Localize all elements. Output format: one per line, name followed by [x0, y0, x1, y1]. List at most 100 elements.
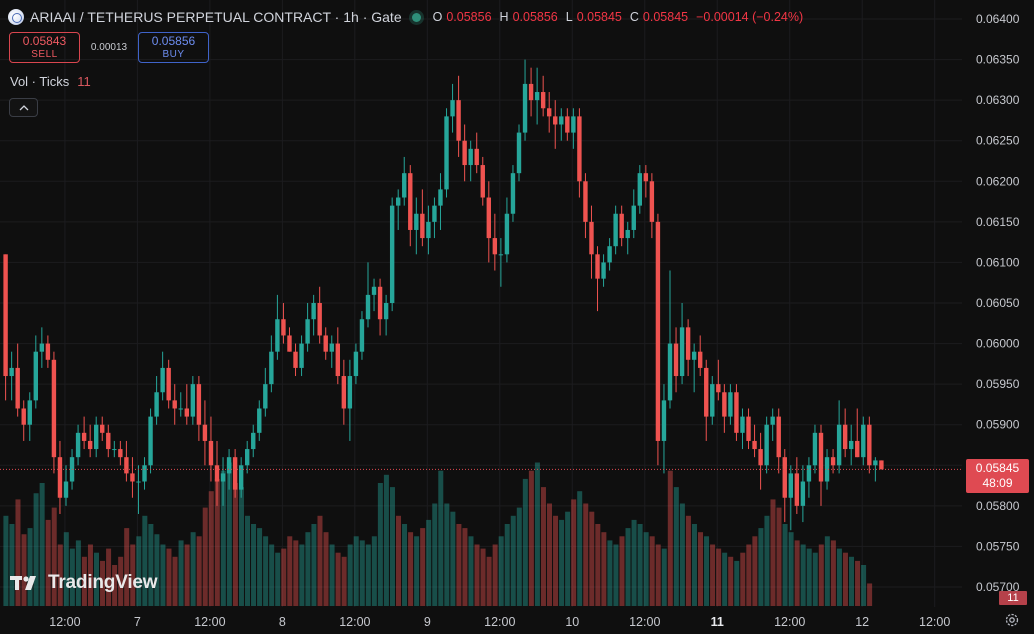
volume-bar	[782, 524, 788, 606]
buy-button[interactable]: 0.05856 BUY	[138, 32, 209, 63]
candle	[589, 205, 594, 279]
volume-bar	[220, 470, 226, 606]
candle-body	[365, 294, 371, 320]
volume-bar	[679, 503, 685, 606]
volume-bar	[842, 552, 848, 606]
candle-body	[9, 367, 14, 377]
candle-body	[716, 384, 721, 393]
candle	[782, 449, 787, 523]
candle-body	[855, 440, 860, 458]
candle-body	[474, 148, 479, 166]
volume-bar	[172, 556, 178, 606]
volume-bar	[432, 503, 438, 606]
candle-body	[631, 205, 636, 230]
candle-body	[836, 424, 842, 466]
candle	[812, 424, 818, 474]
price-tick-label: 0.06150	[976, 215, 1020, 229]
candle-body	[420, 213, 425, 239]
volume-indicator-legend[interactable]: Vol · Ticks 11	[10, 74, 91, 89]
volume-bar	[516, 507, 522, 606]
ohlc-legend: O 0.05856 H 0.05856 L 0.05845 C 0.05845 …	[433, 10, 808, 24]
candle-body	[100, 424, 105, 433]
volume-bar	[341, 556, 347, 606]
candle	[480, 156, 485, 206]
candle	[788, 465, 793, 531]
buy-price: 0.05856	[151, 33, 196, 48]
volume-bar	[45, 519, 51, 606]
low-value: 0.05845	[576, 10, 622, 24]
candle-body	[812, 432, 818, 466]
volume-bar	[160, 544, 166, 606]
collapse-legend-button[interactable]	[9, 98, 38, 117]
volume-bar	[565, 511, 571, 606]
candle-body	[389, 205, 395, 303]
volume-bar	[69, 548, 75, 606]
candle-body	[51, 359, 57, 458]
price-tick-label: 0.05750	[976, 539, 1020, 553]
candle	[51, 351, 57, 474]
candle-body	[842, 424, 848, 450]
symbol-title[interactable]: ARIAAI / TETHERUS PERPETUAL CONTRACT · 1…	[30, 9, 402, 25]
candle-body	[214, 465, 220, 482]
candle-body	[607, 246, 612, 263]
volume-bar	[305, 532, 311, 606]
price-tick-label: 0.06300	[976, 93, 1020, 107]
candle-body	[63, 481, 69, 498]
candle	[402, 156, 407, 206]
gear-icon[interactable]	[1004, 612, 1020, 628]
candle-body	[571, 116, 576, 133]
volume-bar	[595, 524, 601, 606]
candle-body	[728, 392, 733, 417]
time-tick-label: 10	[565, 615, 579, 629]
volume-bar	[323, 532, 329, 606]
candle-body	[130, 473, 135, 482]
candle	[722, 384, 727, 433]
volume-bar	[528, 470, 534, 606]
price-tick-label: 0.06350	[976, 53, 1020, 67]
candle-body	[190, 384, 196, 417]
candle	[21, 400, 26, 441]
candle-body	[583, 181, 588, 222]
candle-body	[782, 457, 787, 498]
volume-bar	[75, 540, 81, 606]
volume-bar	[329, 544, 335, 606]
candle	[377, 278, 383, 336]
candle-body	[456, 100, 461, 141]
candle	[571, 108, 576, 149]
candle	[806, 457, 812, 498]
price-tick-label: 0.06400	[976, 12, 1020, 26]
candle-body	[136, 481, 141, 483]
trade-buttons: 0.05843 SELL 0.00013 0.05856 BUY	[9, 32, 209, 63]
open-value: 0.05856	[446, 10, 492, 24]
candle	[770, 408, 775, 441]
volume-bar	[118, 556, 124, 606]
volume-bar	[685, 515, 691, 606]
volume-bar	[643, 532, 649, 606]
candle-body	[293, 351, 298, 368]
volume-bar	[589, 511, 595, 606]
volume-bar	[94, 552, 99, 606]
candle	[27, 392, 32, 441]
candle	[776, 408, 781, 474]
candle-body	[94, 424, 99, 450]
candle	[842, 408, 848, 458]
candle-body	[559, 116, 564, 125]
candle	[432, 197, 437, 239]
tradingview-logo[interactable]: TradingView	[10, 572, 158, 594]
candle	[800, 465, 806, 523]
candle	[492, 213, 498, 271]
candle-body	[800, 481, 806, 506]
candle-body	[462, 140, 467, 166]
candle	[873, 457, 878, 482]
candle	[251, 424, 256, 458]
candle	[734, 384, 739, 441]
candle-body	[275, 319, 280, 352]
candle-body	[679, 327, 685, 377]
volume-bar	[196, 536, 202, 606]
volume-bar	[601, 532, 607, 606]
coin-logo-icon	[8, 9, 24, 25]
sell-button[interactable]: 0.05843 SELL	[9, 32, 80, 63]
volume-bar	[444, 503, 450, 606]
candle	[202, 400, 208, 466]
